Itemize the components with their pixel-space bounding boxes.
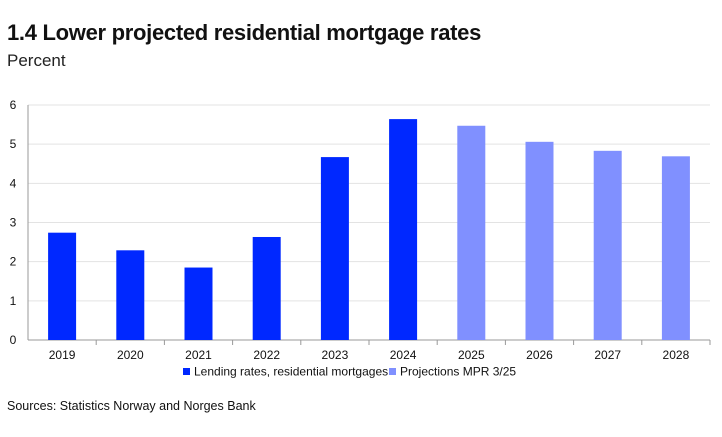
y-tick-label: 1 [10, 294, 17, 308]
x-tick-label: 2024 [390, 348, 417, 362]
x-tick-label: 2026 [526, 348, 553, 362]
bar-2024 [389, 119, 418, 340]
legend-swatch [389, 368, 396, 375]
legend-label: Lending rates, residential mortgages [194, 365, 388, 379]
bar-2019 [48, 232, 77, 340]
bar-2022 [252, 236, 281, 340]
x-tick-label: 2025 [458, 348, 485, 362]
x-tick-label: 2022 [253, 348, 280, 362]
bar-2028 [661, 156, 690, 340]
chart-title: 1.4 Lower projected residential mortgage… [7, 20, 482, 45]
bar-2020 [116, 250, 145, 340]
x-tick-label: 2028 [663, 348, 690, 362]
x-tick-label: 2023 [322, 348, 349, 362]
y-tick-label: 6 [10, 98, 17, 112]
legend-label: Projections MPR 3/25 [400, 365, 516, 379]
bar-2025 [457, 125, 486, 340]
bar-2021 [184, 267, 213, 340]
x-tick-label: 2027 [594, 348, 621, 362]
legend-swatch [183, 368, 190, 375]
y-tick-label: 5 [10, 137, 17, 151]
x-tick-label: 2019 [49, 348, 76, 362]
x-tick-label: 2020 [117, 348, 144, 362]
bar-2027 [593, 150, 622, 340]
y-tick-label: 0 [10, 333, 17, 347]
y-tick-label: 4 [10, 176, 17, 190]
chart-subtitle: Percent [7, 51, 66, 70]
y-tick-label: 2 [10, 255, 17, 269]
source-note: Sources: Statistics Norway and Norges Ba… [7, 399, 256, 413]
bar-2023 [320, 157, 349, 340]
y-tick-label: 3 [10, 216, 17, 230]
x-tick-label: 2021 [185, 348, 212, 362]
bar-2026 [525, 141, 554, 340]
